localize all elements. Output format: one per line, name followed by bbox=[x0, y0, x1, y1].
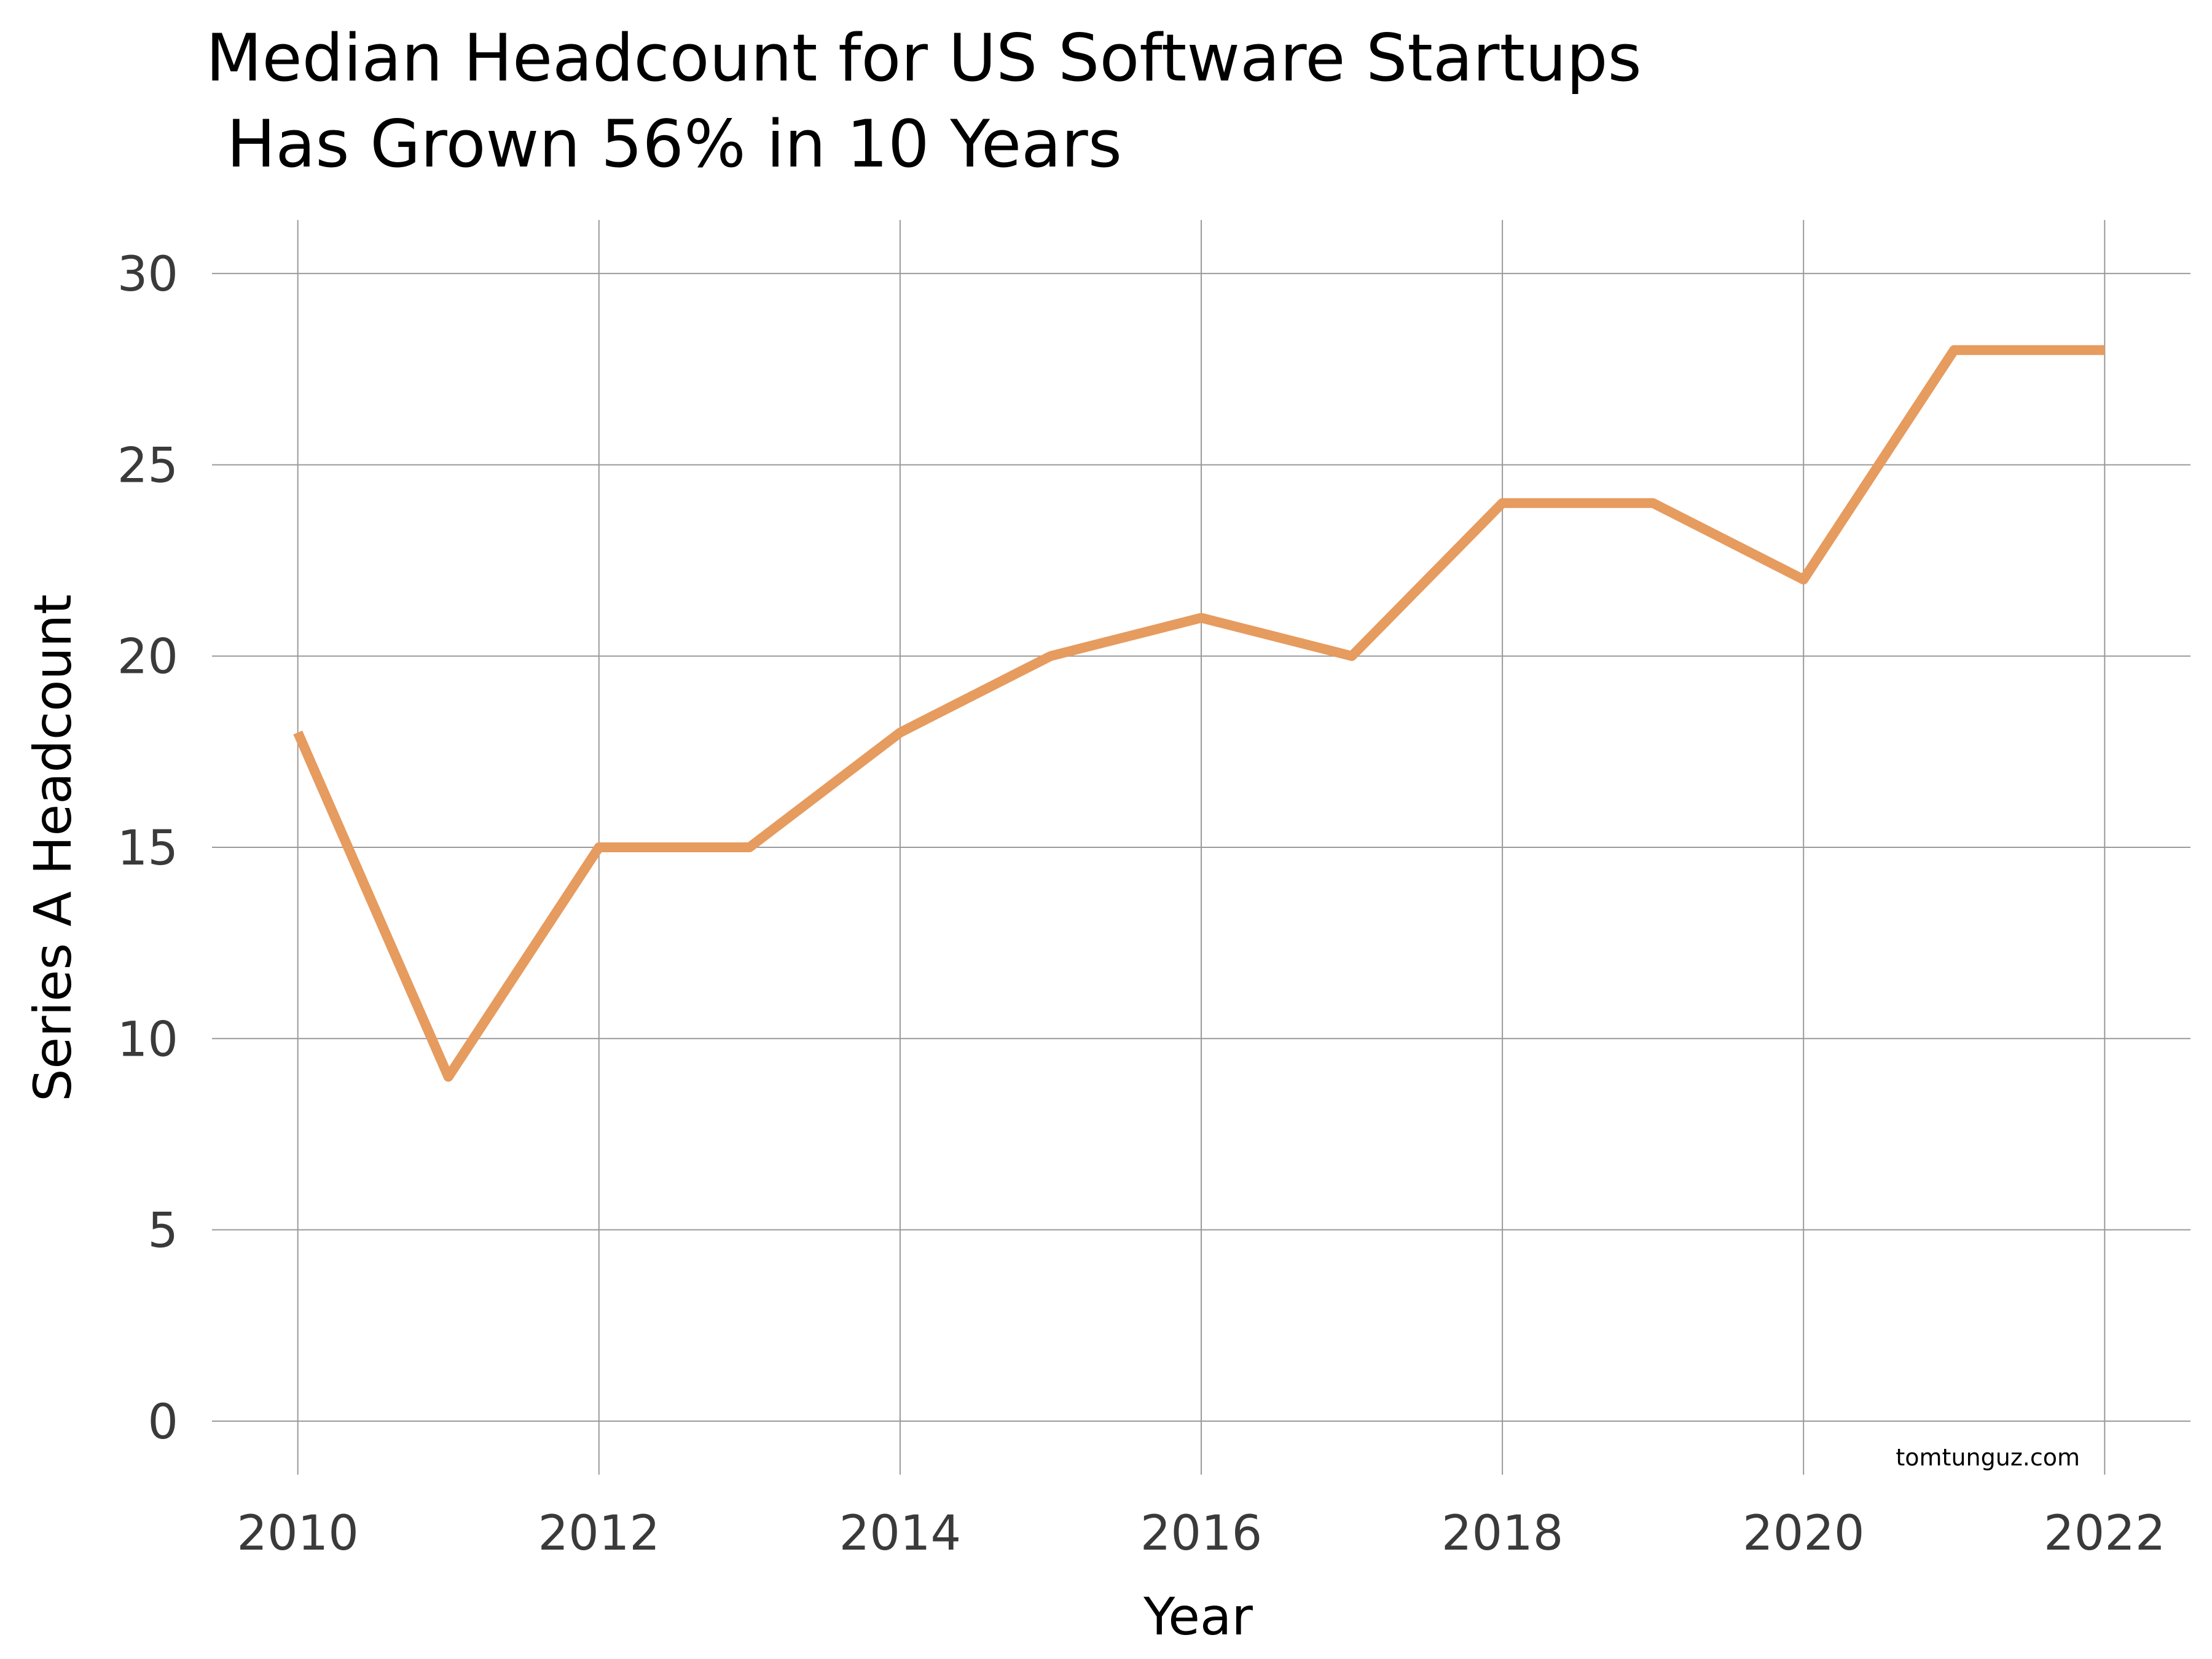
x-tick-label-2018: 2018 bbox=[1441, 1506, 1564, 1561]
x-tick-label-2022: 2022 bbox=[2044, 1506, 2166, 1561]
y-tick-label-30: 30 bbox=[117, 247, 178, 302]
x-tick-label-2010: 2010 bbox=[237, 1506, 359, 1561]
series-line-0 bbox=[293, 345, 2105, 1082]
x-axis-tick-labels: 2010 2012 2014 2016 2018 2020 2022 bbox=[237, 1506, 2165, 1561]
x-tick-label-2016: 2016 bbox=[1140, 1506, 1263, 1561]
chart-title-line-1: Median Headcount for US Software Startup… bbox=[206, 20, 1642, 96]
x-tick-label-2012: 2012 bbox=[538, 1506, 661, 1561]
chart-title-line-2: Has Grown 56% in 10 Years bbox=[206, 106, 1122, 182]
y-tick-label-15: 15 bbox=[117, 821, 178, 876]
credit-text: tomtunguz.com bbox=[1896, 1444, 2080, 1471]
y-tick-label-25: 25 bbox=[117, 438, 178, 493]
horizontal-gridlines bbox=[212, 273, 2190, 1422]
series-lines bbox=[293, 345, 2105, 1082]
y-tick-label-10: 10 bbox=[117, 1012, 178, 1067]
x-axis-label: Year bbox=[1143, 1586, 1253, 1647]
y-tick-label-5: 5 bbox=[147, 1204, 178, 1259]
y-axis-label: Series A Headcount bbox=[23, 594, 83, 1102]
y-tick-label-20: 20 bbox=[117, 630, 178, 685]
x-tick-label-2020: 2020 bbox=[1743, 1506, 1865, 1561]
y-axis-tick-labels: 0 5 10 15 20 25 30 bbox=[117, 247, 178, 1450]
y-tick-label-0: 0 bbox=[147, 1395, 178, 1450]
x-tick-label-2014: 2014 bbox=[839, 1506, 962, 1561]
